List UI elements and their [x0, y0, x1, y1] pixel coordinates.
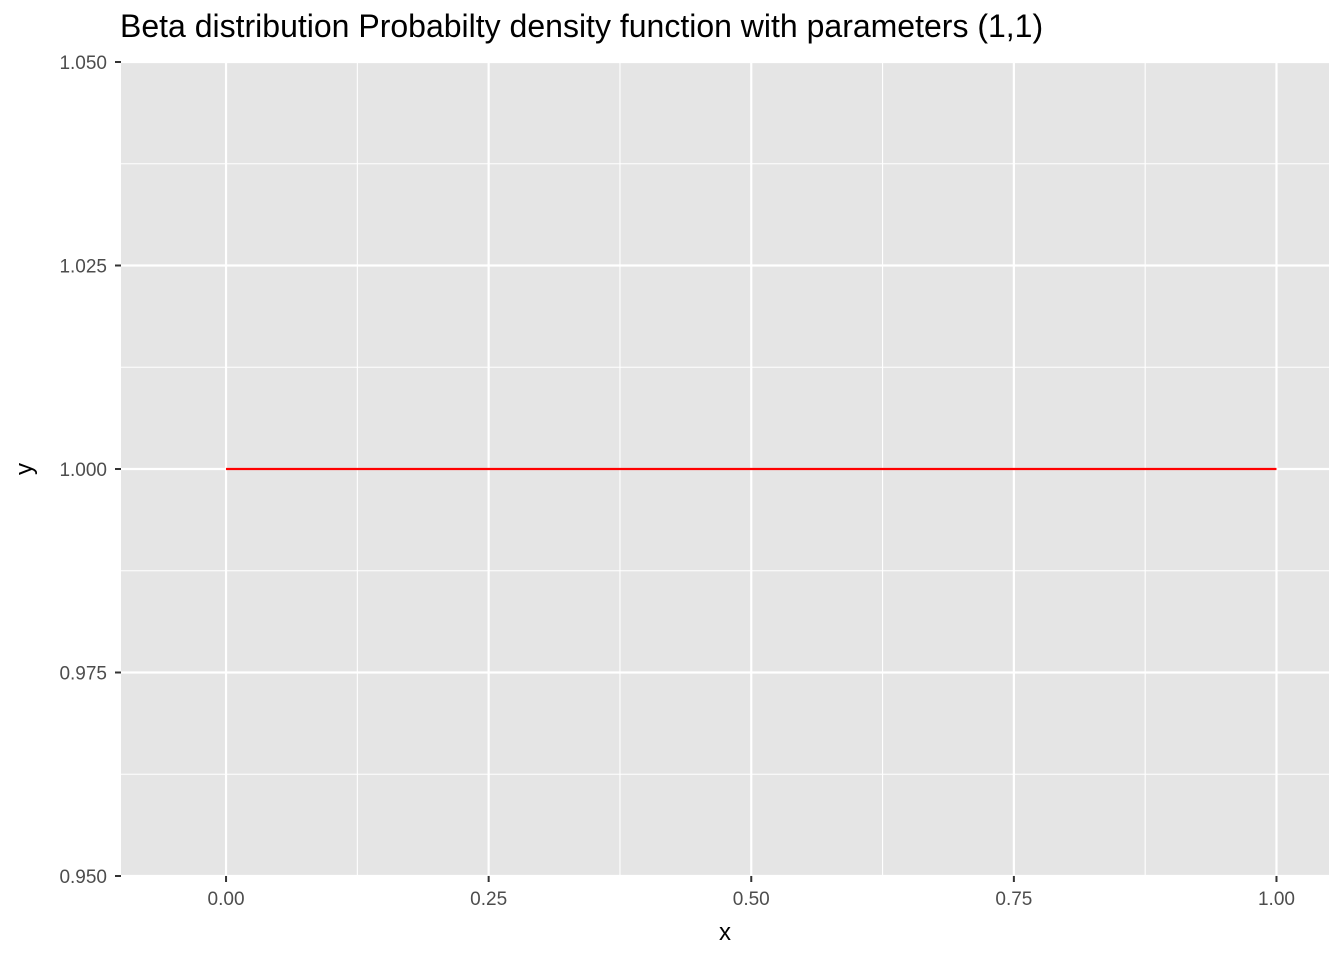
chart-title: Beta distribution Probabilty density fun… [120, 8, 1044, 44]
x-axis: 0.00 0.25 0.50 0.75 1.00 [208, 876, 1295, 910]
x-axis-title: x [719, 919, 731, 946]
y-tick-label: 0.975 [59, 664, 107, 685]
y-tick-label: 1.025 [59, 257, 107, 278]
x-tick-label: 0.00 [208, 889, 245, 910]
x-tick-label: 0.75 [995, 889, 1032, 910]
y-axis-title: y [11, 463, 38, 475]
x-tick-label: 1.00 [1258, 889, 1295, 910]
x-tick-label: 0.50 [733, 889, 770, 910]
y-tick-label: 1.000 [59, 460, 107, 481]
x-tick-label: 0.25 [470, 889, 507, 910]
y-tick-label: 1.050 [59, 53, 107, 74]
y-tick-label: 0.950 [59, 867, 107, 888]
y-axis: 0.950 0.975 1.000 1.025 1.050 [59, 53, 121, 888]
